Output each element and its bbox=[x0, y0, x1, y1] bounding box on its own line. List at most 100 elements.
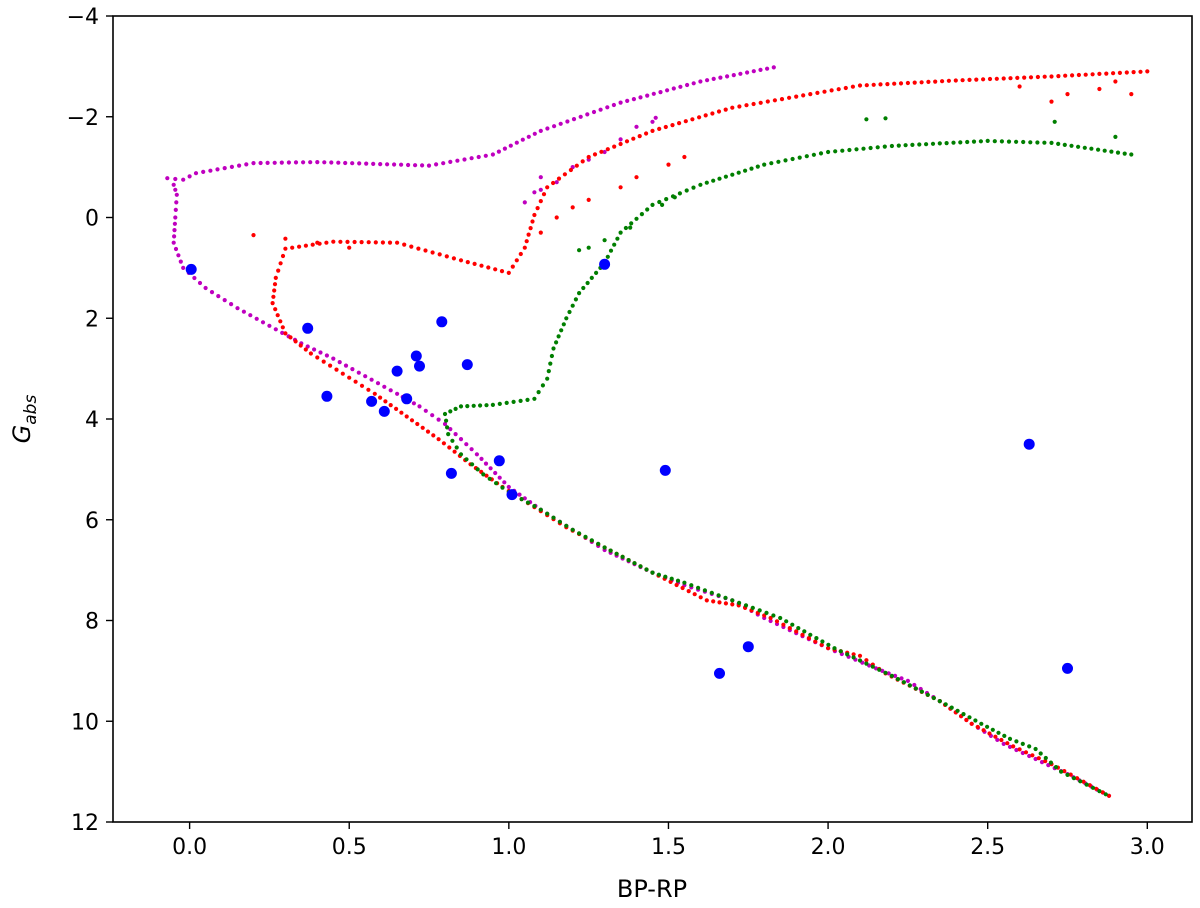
isochrone-magenta-point-62 bbox=[357, 161, 362, 166]
isochrone-green-point-177 bbox=[802, 629, 807, 634]
isochrone-green-point-52 bbox=[769, 161, 774, 166]
isochrone-green-point-174 bbox=[784, 619, 789, 624]
isochrone-green-point-97 bbox=[549, 353, 555, 359]
isochrone-red-point-236 bbox=[813, 639, 818, 644]
isochrone-magenta-point-75 bbox=[265, 160, 270, 165]
isochrone-magenta-point-39 bbox=[514, 140, 519, 145]
isochrone-green-point-95 bbox=[554, 340, 559, 345]
isochrone-magenta-point-36 bbox=[532, 131, 537, 136]
isochrone-red-point-1 bbox=[1138, 69, 1143, 74]
isochrone-red-point-160 bbox=[359, 383, 365, 388]
isochrone-magenta-point-130 bbox=[350, 367, 355, 372]
isochrone-green-point-88 bbox=[573, 297, 579, 302]
isochrone-red-point-53 bbox=[779, 97, 785, 102]
isochrone-magenta-point-128 bbox=[337, 360, 342, 365]
isochrone-magenta-point-95 bbox=[173, 215, 178, 220]
isochrone-red-point-27 bbox=[960, 78, 965, 83]
isochrone-magenta-point-14 bbox=[678, 84, 683, 89]
isochrone-green-point-15 bbox=[1028, 140, 1033, 145]
isochrone-red-point-33 bbox=[919, 80, 924, 85]
isochrone-magenta-point-146 bbox=[448, 427, 453, 432]
isochrone-green-point-12 bbox=[1049, 140, 1054, 145]
observed-stars-point-2 bbox=[321, 390, 333, 402]
isochrone-red-point-55 bbox=[765, 99, 770, 104]
isochrone-green-point-163 bbox=[709, 590, 714, 595]
isochrone-red-point-155 bbox=[328, 363, 333, 368]
isochrone-red-point-73 bbox=[644, 131, 649, 136]
isochrone-magenta-point-1 bbox=[765, 66, 770, 71]
isochrone-green-point-11 bbox=[1056, 141, 1061, 146]
isochrone-magenta-point-63 bbox=[350, 161, 355, 166]
isochrone-red-point-156 bbox=[334, 367, 339, 372]
y-axis-label: Gabs bbox=[8, 395, 41, 444]
isochrone-green-point-2 bbox=[1115, 150, 1121, 155]
isochrone-green-point-181 bbox=[826, 642, 831, 647]
isochrone-magenta-point-153 bbox=[483, 461, 489, 466]
isochrone-magenta-point-155 bbox=[493, 470, 498, 476]
isochrone-red-point-138 bbox=[273, 275, 278, 280]
isochrone-green-point-114 bbox=[458, 404, 464, 409]
isochrone-red-point-294 bbox=[570, 205, 575, 210]
isochrone-red-point-12 bbox=[1063, 73, 1068, 78]
isochrone-magenta-point-90 bbox=[171, 182, 176, 187]
isochrone-red-point-243 bbox=[857, 653, 863, 658]
isochrone-magenta-point-89 bbox=[165, 176, 170, 181]
isochrone-green-point-0 bbox=[1129, 152, 1134, 157]
isochrone-green-point-202 bbox=[955, 708, 960, 713]
isochrone-green-point-193 bbox=[901, 680, 907, 685]
isochrone-green-point-47 bbox=[804, 154, 809, 159]
isochrone-magenta-point-66 bbox=[329, 160, 334, 165]
isochrone-red-point-22 bbox=[994, 76, 999, 81]
isochrone-magenta-point-59 bbox=[378, 162, 383, 167]
isochrone-red-point-166 bbox=[394, 406, 399, 411]
isochrone-green-point-234 bbox=[864, 117, 869, 122]
isochrone-magenta-point-103 bbox=[181, 265, 186, 270]
isochrone-red-point-51 bbox=[794, 94, 799, 99]
isochrone-green-point-9 bbox=[1069, 143, 1074, 148]
isochrone-green-point-99 bbox=[546, 369, 551, 374]
observed-stars-point-15 bbox=[659, 464, 671, 476]
isochrone-magenta-point-49 bbox=[448, 159, 453, 164]
x-tick-label-2: 1.0 bbox=[491, 835, 526, 860]
isochrone-green-point-76 bbox=[618, 230, 623, 235]
isochrone-green-point-93 bbox=[559, 328, 564, 333]
isochrone-green-point-165 bbox=[723, 595, 728, 600]
isochrone-magenta-point-71 bbox=[293, 160, 299, 165]
series-layer bbox=[165, 65, 1150, 798]
isochrone-red-point-159 bbox=[353, 379, 358, 384]
isochrone-red-point-3 bbox=[1124, 70, 1129, 75]
isochrone-magenta-point-78 bbox=[244, 162, 249, 167]
isochrone-red-point-109 bbox=[458, 258, 464, 263]
isochrone-red-point-121 bbox=[373, 240, 378, 245]
isochrone-red-point-231 bbox=[781, 622, 786, 627]
isochrone-red-point-286 bbox=[283, 236, 288, 241]
isochrone-red-point-58 bbox=[744, 103, 749, 108]
observed-stars-point-5 bbox=[391, 365, 403, 377]
isochrone-red-point-272 bbox=[1030, 753, 1035, 758]
isochrone-magenta-point-123 bbox=[305, 344, 310, 349]
observed-stars-point-10 bbox=[445, 467, 457, 479]
isochrone-magenta-point-200 bbox=[768, 618, 773, 624]
isochrone-magenta-point-56 bbox=[399, 162, 404, 167]
isochrone-green-point-183 bbox=[838, 649, 843, 654]
isochrone-red-point-271 bbox=[1023, 750, 1029, 755]
isochrone-green-point-207 bbox=[985, 724, 990, 729]
isochrone-red-point-135 bbox=[280, 253, 286, 259]
isochrone-red-point-65 bbox=[697, 115, 702, 120]
isochrone-magenta-point-26 bbox=[598, 107, 603, 112]
isochrone-red-point-26 bbox=[967, 77, 972, 82]
isochrone-magenta-point-114 bbox=[248, 313, 253, 318]
isochrone-green-point-96 bbox=[551, 346, 556, 351]
isochrone-red-point-101 bbox=[510, 264, 515, 269]
isochrone-green-point-78 bbox=[612, 242, 617, 247]
isochrone-green-point-144 bbox=[589, 538, 594, 543]
isochrone-red-point-220 bbox=[711, 599, 716, 604]
isochrone-red-point-148 bbox=[288, 335, 293, 340]
isochrone-green-point-116 bbox=[448, 409, 453, 414]
isochrone-magenta-point-257 bbox=[538, 175, 543, 180]
isochrone-red-point-278 bbox=[1068, 772, 1073, 777]
isochrone-magenta-point-218 bbox=[886, 671, 891, 676]
observed-stars-point-16 bbox=[714, 667, 725, 679]
isochrone-green-point-235 bbox=[883, 116, 888, 121]
isochrone-red-point-238 bbox=[826, 646, 831, 651]
